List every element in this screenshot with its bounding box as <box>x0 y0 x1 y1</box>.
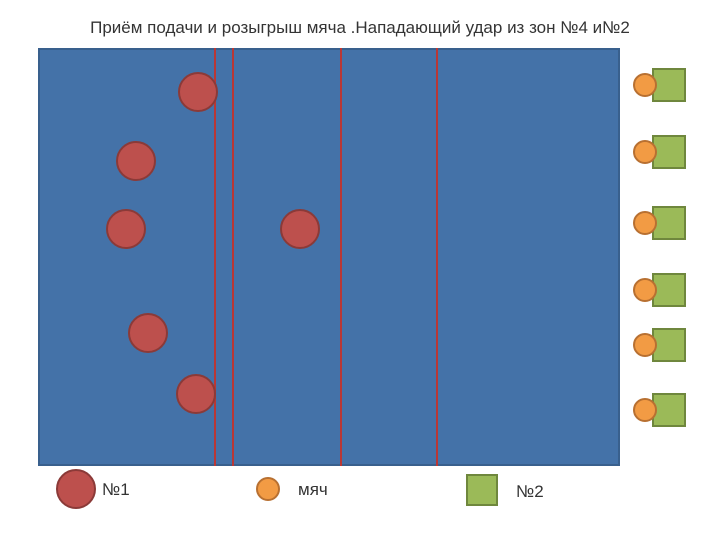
court-line <box>436 48 438 466</box>
player-marker <box>176 374 216 414</box>
ball-marker <box>633 333 657 357</box>
player-marker <box>116 141 156 181</box>
legend-ball-label: мяч <box>298 480 328 500</box>
player-marker <box>106 209 146 249</box>
ball-marker <box>633 398 657 422</box>
legend-team1-circle <box>56 469 96 509</box>
player-marker <box>280 209 320 249</box>
diagram-title: Приём подачи и розыгрыш мяча .Нападающий… <box>0 18 720 38</box>
team2-marker <box>652 328 686 362</box>
court-line <box>340 48 342 466</box>
court <box>38 48 620 466</box>
team2-marker <box>652 135 686 169</box>
team2-marker <box>652 393 686 427</box>
ball-marker <box>633 278 657 302</box>
team2-marker <box>652 68 686 102</box>
court-line <box>214 48 216 466</box>
player-marker <box>178 72 218 112</box>
player-marker <box>128 313 168 353</box>
legend-ball-circle <box>256 477 280 501</box>
team2-marker <box>652 273 686 307</box>
ball-marker <box>633 73 657 97</box>
legend-team2-square <box>466 474 498 506</box>
team2-marker <box>652 206 686 240</box>
legend-team2-label: №2 <box>516 482 544 502</box>
ball-marker <box>633 211 657 235</box>
legend-team1-label: №1 <box>102 480 130 500</box>
ball-marker <box>633 140 657 164</box>
court-line <box>232 48 234 466</box>
